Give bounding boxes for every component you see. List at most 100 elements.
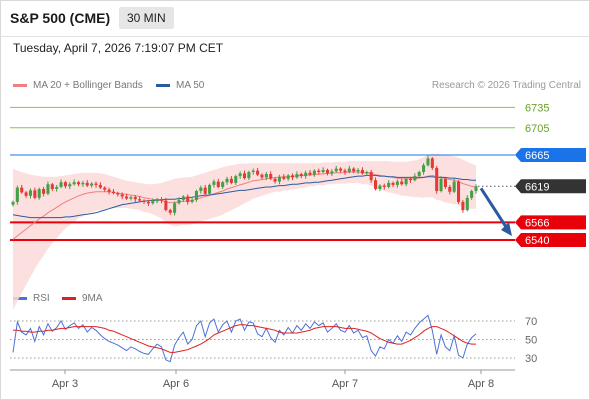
candle-body [256, 170, 260, 175]
candle-body [24, 192, 28, 196]
candle [325, 168, 330, 176]
candle [260, 173, 264, 180]
candle-body [264, 174, 268, 178]
rsi-tick-label: 70 [525, 316, 537, 328]
candle [33, 187, 37, 200]
candle [177, 197, 181, 205]
candle-body [430, 158, 434, 168]
x-tick-label: Apr 6 [163, 378, 189, 390]
candle [194, 189, 198, 202]
candle [46, 181, 50, 196]
candle-body [382, 185, 386, 187]
candle-body [15, 187, 19, 202]
rsi-tick-label: 50 [525, 335, 537, 347]
candle [164, 197, 168, 212]
candle-body [20, 187, 24, 193]
candle [360, 167, 364, 175]
candle [391, 181, 395, 187]
candle [28, 188, 33, 199]
candle [155, 197, 159, 204]
candle [282, 174, 286, 181]
level-labels-layer: 6735 6705 6665 6619 6566 6540 [515, 102, 586, 247]
candle-body [417, 172, 421, 177]
candle [234, 174, 238, 185]
candle-body [125, 196, 129, 199]
x-axis-layer: Apr 3 Apr 6 Apr 7 Apr 8 [10, 369, 515, 390]
bollinger-band-fill [13, 153, 476, 310]
rsi-layer: 70 50 30 [10, 314, 537, 365]
candle-body [356, 169, 360, 172]
candle [308, 169, 312, 177]
candle-body [103, 187, 107, 190]
candle-body [190, 199, 194, 202]
candle-body [251, 170, 255, 172]
candle-body [443, 178, 447, 187]
candle-body [286, 175, 290, 179]
candle-body [400, 181, 404, 185]
candle [90, 182, 94, 188]
candle [247, 170, 251, 181]
candle-body [94, 183, 98, 185]
candle [439, 176, 443, 193]
candle [426, 155, 430, 167]
candle [63, 180, 67, 189]
candle-body [347, 168, 351, 172]
ma20-label: MA 20 + Bollinger Bands [33, 80, 143, 91]
candle [168, 208, 172, 215]
candle-body [177, 199, 181, 204]
candle [242, 170, 247, 180]
candle-body [369, 172, 373, 181]
candle [251, 168, 255, 175]
candle-body [339, 168, 343, 171]
bollinger-layer [13, 153, 476, 310]
candle [221, 180, 225, 189]
candle-body [299, 174, 303, 177]
candle-body [452, 181, 456, 192]
candle [190, 197, 194, 204]
candle [50, 182, 54, 192]
candle-body [234, 176, 238, 183]
candle [456, 180, 461, 204]
legend-9ma: 9MA [62, 293, 103, 304]
candle [321, 167, 325, 174]
candle [151, 198, 155, 205]
candle [299, 172, 303, 179]
forecast-arrow-shaft [479, 187, 510, 231]
candle-body [155, 199, 159, 202]
candle [430, 157, 434, 170]
candle [120, 192, 124, 200]
candle-body [312, 170, 316, 175]
candle [129, 195, 133, 201]
candle-body [461, 201, 465, 211]
rsi-label: RSI [33, 293, 50, 304]
candle [94, 181, 98, 188]
candle [264, 172, 268, 181]
candle [312, 169, 316, 177]
candle-body [291, 175, 295, 178]
candle-body [360, 169, 364, 174]
timeframe-badge[interactable]: 30 MIN [119, 7, 174, 29]
candle-body [308, 172, 312, 175]
candle [159, 197, 164, 204]
candle-body [28, 190, 33, 196]
candle [55, 184, 59, 192]
candle-body [129, 197, 133, 199]
candle-body [59, 182, 63, 187]
ma9-label: 9MA [82, 293, 103, 304]
levels-layer [10, 106, 515, 241]
candle-body [142, 200, 146, 202]
candle-body [186, 196, 190, 202]
candle [395, 179, 399, 188]
candle-body [391, 182, 395, 185]
candle [378, 184, 382, 192]
candle-body [435, 167, 439, 192]
candle [199, 185, 203, 194]
candle-body [387, 182, 391, 187]
candle-body [164, 200, 168, 211]
forecast-arrow-head [501, 222, 512, 236]
candle [365, 170, 369, 176]
candle [15, 185, 19, 205]
candle [111, 189, 115, 195]
candle-body [260, 174, 264, 178]
candle-body [81, 182, 85, 185]
